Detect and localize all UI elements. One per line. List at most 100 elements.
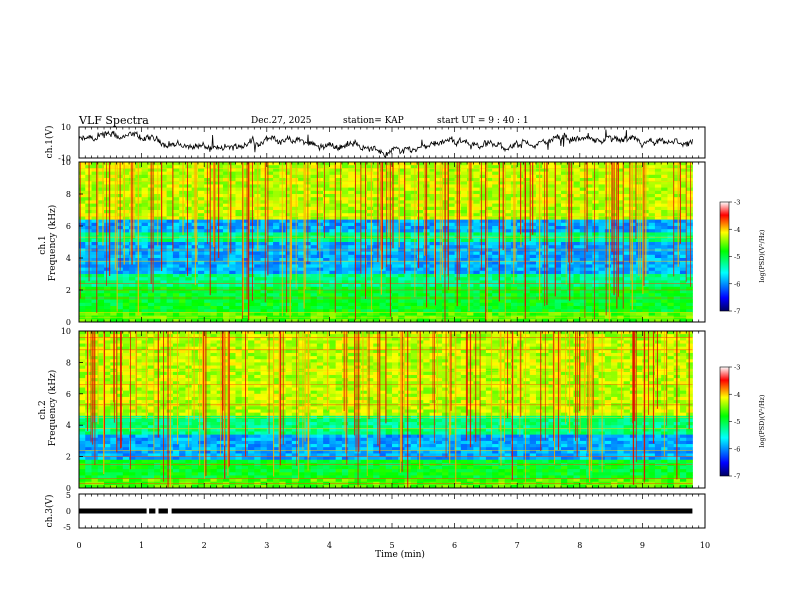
spectrogram-cell	[617, 270, 625, 275]
spectrogram-cell	[448, 302, 455, 307]
spectrogram-cell	[304, 277, 312, 281]
spectrogram-cell	[473, 178, 481, 182]
spectrogram-cell	[91, 197, 99, 201]
spectrogram-cell	[473, 267, 481, 272]
spectrogram-cell	[523, 219, 531, 224]
spectrogram-cell	[454, 181, 462, 185]
spectrogram-cell	[548, 171, 556, 176]
spectrogram-cell	[104, 251, 111, 256]
spectrogram-cell	[373, 280, 380, 284]
spectrogram-cell	[598, 165, 606, 169]
spectrogram-cell	[592, 174, 599, 179]
spectrogram-cell	[398, 242, 405, 246]
spectrogram-cell	[229, 229, 236, 233]
spectrogram-cell	[104, 165, 111, 169]
spectrogram-cell	[392, 210, 399, 214]
spectrogram-cell	[417, 264, 424, 268]
spectrogram-cell	[329, 174, 337, 179]
spectrogram-cell	[661, 286, 668, 291]
spectrogram-cell	[523, 213, 531, 217]
spectrogram-cell	[554, 264, 562, 268]
spectrogram-cell	[617, 181, 625, 185]
spectrogram-cell	[191, 290, 199, 294]
spectrogram-cell	[110, 318, 117, 323]
spectrogram-cell	[636, 258, 643, 262]
spectrogram-cell	[617, 264, 625, 268]
spectrogram-cell	[542, 264, 549, 268]
spectrogram-cell	[529, 254, 537, 259]
spectrogram-cell	[398, 302, 405, 307]
spectrogram-cell	[116, 318, 124, 323]
spectrogram-cell	[260, 165, 268, 169]
spectrogram-cell	[354, 264, 362, 268]
spectrogram-cell	[586, 280, 593, 284]
spectrogram-cell	[423, 306, 430, 310]
spectrogram-cell	[586, 302, 593, 307]
spectrogram-cell	[310, 190, 318, 195]
spectrogram-cell	[360, 229, 368, 233]
spectrogram-cell	[185, 251, 193, 256]
spectrogram-cell	[166, 309, 174, 313]
spectrogram-cell	[404, 226, 412, 230]
spectrogram-cell	[598, 267, 606, 272]
spectrogram-cell	[586, 283, 593, 288]
spectrogram-cell	[360, 267, 368, 272]
spectrogram-cell	[335, 187, 343, 192]
spectrogram-cell	[229, 264, 236, 268]
spectrogram-cell	[366, 184, 374, 188]
spectrogram-cell	[291, 187, 299, 192]
spectrogram-cell	[617, 187, 625, 192]
spectrogram-cell	[360, 293, 368, 297]
spectrogram-cell	[341, 254, 349, 259]
spectrogram-cell	[254, 286, 261, 291]
spectrogram-cell	[248, 219, 255, 224]
spectrogram-cell	[222, 190, 230, 195]
spectrogram-cell	[166, 187, 174, 192]
spectrogram-cell	[260, 206, 268, 211]
spectrogram-cell	[110, 190, 117, 195]
spectrogram-cell	[373, 254, 380, 259]
spectrogram-cell	[404, 190, 412, 195]
spectrogram-cell	[185, 171, 193, 176]
spectrogram-cell	[222, 206, 230, 211]
spectrogram-cell	[229, 251, 236, 256]
spectrogram-cell	[473, 318, 481, 323]
spectrogram-cell	[573, 254, 581, 259]
spectrogram-cell	[329, 299, 337, 304]
spectrogram-cell	[260, 187, 268, 192]
spectrogram-cell	[398, 283, 405, 288]
spectrogram-cell	[379, 299, 387, 304]
spectrogram-cell	[179, 251, 186, 256]
spectrogram-cell	[110, 312, 117, 316]
spectrogram-cell	[97, 184, 105, 188]
spectrogram-cell	[241, 283, 249, 288]
spectrogram-cell	[216, 238, 224, 243]
spectrogram-cell	[504, 213, 512, 217]
spectrogram-cell	[567, 293, 574, 297]
spectrogram-cell	[335, 238, 343, 243]
spectrogram-cell	[154, 254, 161, 259]
spectrogram-cell	[492, 194, 499, 198]
spectrogram-cell	[254, 258, 261, 262]
spectrogram-cell	[335, 229, 343, 233]
spectrogram-cell	[260, 219, 268, 224]
spectrogram-cell	[417, 299, 424, 304]
spectrogram-cell	[454, 274, 462, 278]
spectrogram-cell	[404, 283, 412, 288]
spectrogram-cell	[523, 238, 531, 243]
spectrogram-cell	[460, 184, 468, 188]
spectrogram-cell	[91, 318, 99, 323]
spectrogram-cell	[273, 312, 280, 316]
spectrogram-cell	[460, 194, 468, 198]
spectrogram-cell	[435, 261, 443, 265]
spectrogram-cell	[298, 232, 305, 236]
spectrogram-cell	[485, 293, 493, 297]
spectrogram-cell	[667, 283, 675, 288]
spectrogram-cell	[517, 264, 524, 268]
spectrogram-cell	[348, 171, 355, 176]
spectrogram-cell	[110, 210, 117, 214]
spectrogram-cell	[147, 286, 155, 291]
spectrogram-cell	[197, 309, 205, 313]
spectrogram-cell	[617, 216, 625, 220]
spectrogram-cell	[235, 216, 243, 220]
